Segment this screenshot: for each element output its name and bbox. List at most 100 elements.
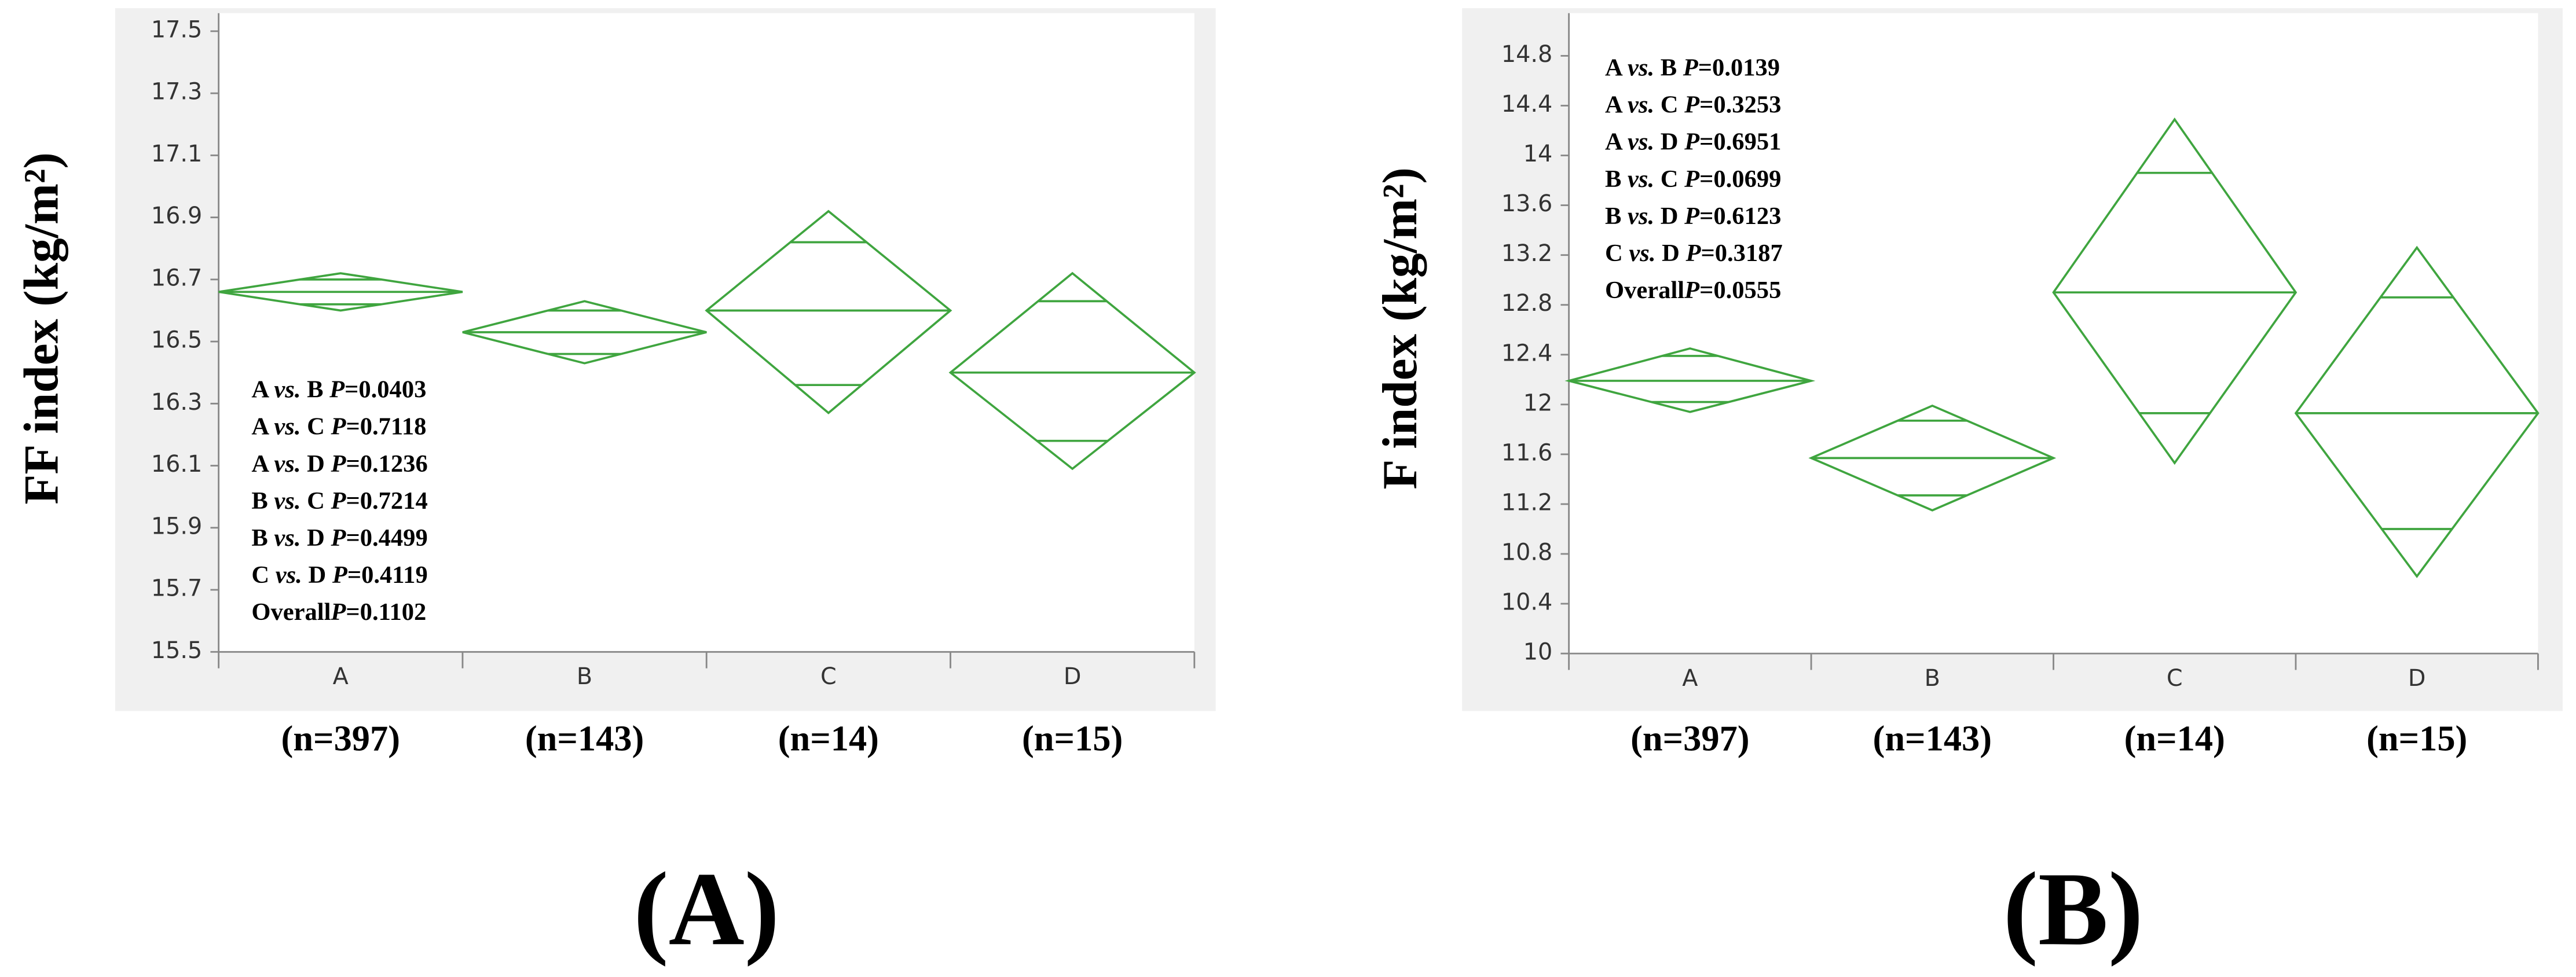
annotation: B vs. C P=0.7214 [251,487,427,515]
n-label: (n=14) [778,718,879,758]
annotation-part: B [301,376,329,403]
x-tick-label: A [1682,665,1698,692]
annotation-part: =0.7118 [346,413,426,440]
y-tick-label: 15.9 [151,513,202,539]
y-tick-label: 15.7 [151,575,202,602]
y-tick-label: 10 [1523,639,1553,666]
annotation-part: vs. [1629,240,1655,267]
annotation: C vs. D P=0.3187 [1605,240,1783,267]
n-label: (n=397) [281,718,400,758]
n-label: (n=15) [1022,718,1123,758]
panel: 15.5 15.7 15.9 16.1 16.3 16.5 16.7 16.9 17.1 17.3… [14,8,1216,967]
annotation-part: Overall [251,598,331,626]
annotation-part: vs. [276,561,302,589]
annotation-part: vs. [1628,203,1654,230]
panel: 10 10.4 10.8 11.2 11.6 12 12.4 12.8 13.2 13.6 14 14… [1373,8,2563,967]
annotation-part: D [1656,240,1686,267]
annotation: OverallP=0.0555 [1605,277,1781,304]
annotation-part: =0.4119 [347,561,428,589]
annotation-part: =0.0555 [1699,277,1781,304]
annotation-part: B [251,524,274,552]
annotation-part: A [251,376,274,403]
annotation: A vs. D P=0.1236 [251,450,427,478]
x-tick-label: B [1925,665,1940,692]
annotation-part: P [1683,54,1699,82]
x-tick-label: A [333,663,349,690]
annotation-part: A [251,450,274,478]
annotation-part: C [1654,91,1684,119]
y-tick-label: 16.7 [151,265,202,291]
y-tick-label: 10.8 [1501,539,1552,566]
y-axis-title: F index (kg/m²) [1373,167,1427,490]
x-tick-label: C [820,663,837,690]
y-tick-label: 12.4 [1501,340,1552,366]
annotation-part: =0.7214 [346,487,427,515]
annotation-part: C [301,487,331,515]
annotation-part: =0.0403 [345,376,426,403]
annotation-part: =0.1236 [346,450,427,478]
plot-area [1569,13,2538,654]
y-tick-label: 12 [1523,390,1553,416]
y-tick-label: 16.1 [151,451,202,478]
annotation-part: C [1605,240,1629,267]
annotation-part: vs. [274,524,301,552]
annotation-part: vs. [1628,128,1654,156]
annotation-part: P [332,561,348,589]
y-tick-label: 14.4 [1501,91,1552,117]
y-tick-label: 16.9 [151,203,202,229]
annotation-part: P [1684,128,1700,156]
annotation-part: D [1654,128,1684,156]
y-tick-label: 17.5 [151,16,202,43]
n-label: (n=14) [2124,718,2225,758]
annotation-part: A [1605,54,1628,82]
annotation-part: B [1605,166,1628,193]
annotation: A vs. D P=0.6951 [1605,128,1781,156]
annotation: B vs. D P=0.6123 [1605,203,1781,230]
annotation-part: P [1684,277,1700,304]
annotation-part: P [330,413,346,440]
annotation-part: D [302,561,332,589]
annotation-part: =0.0699 [1699,166,1781,193]
annotation-part: C [1654,166,1684,193]
x-tick-label: D [2408,665,2426,692]
y-axis-title: FF index (kg/m²) [14,152,69,505]
annotation-part: vs. [274,487,301,515]
annotation-part: P [329,376,345,403]
annotation-part: D [1654,203,1684,230]
annotation-part: P [330,450,346,478]
n-label: (n=15) [2366,718,2467,758]
n-label: (n=143) [525,718,644,758]
annotation-part: B [251,487,274,515]
x-tick-label: D [1064,663,1082,690]
annotation-part: P [330,524,346,552]
annotation-part: vs. [1628,166,1654,193]
annotation-part: Overall [1605,277,1684,304]
annotation: A vs. C P=0.3253 [1605,91,1781,119]
annotation-part: vs. [1628,91,1654,119]
x-tick-label: C [2167,665,2183,692]
annotation-part: C [301,413,331,440]
annotation: A vs. B P=0.0139 [1605,54,1780,82]
annotation-part: =0.4499 [346,524,427,552]
annotation-part: vs. [1628,54,1654,82]
annotation-part: C [251,561,275,589]
annotation-part: =0.6123 [1699,203,1781,230]
n-label: (n=143) [1873,718,1992,758]
annotation-part: vs. [274,376,301,403]
annotation: C vs. D P=0.4119 [251,561,427,589]
annotation-part: P [330,487,346,515]
annotation-part: P [330,598,346,626]
y-tick-label: 15.5 [151,637,202,664]
annotation-part: =0.3187 [1701,240,1783,267]
y-tick-label: 17.1 [151,141,202,167]
y-tick-label: 12.8 [1501,290,1552,317]
annotation-part: vs. [274,450,301,478]
y-tick-label: 13.6 [1501,190,1552,217]
annotation-part: =0.1102 [346,598,426,626]
annotation-part: D [301,450,331,478]
annotation: A vs. B P=0.0403 [251,376,426,403]
x-tick-label: B [577,663,592,690]
y-tick-label: 10.4 [1501,589,1552,616]
y-tick-label: 11.6 [1501,439,1552,466]
